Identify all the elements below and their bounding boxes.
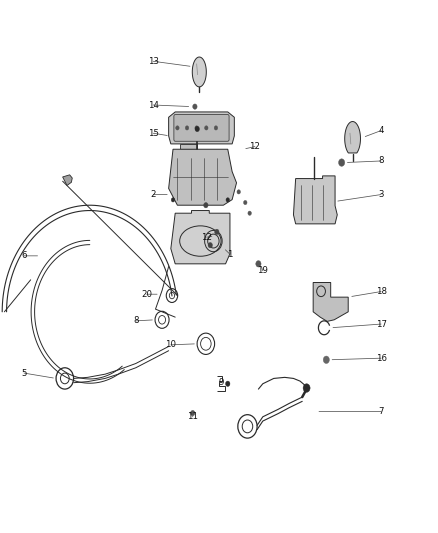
Polygon shape xyxy=(169,149,237,205)
Text: 7: 7 xyxy=(378,407,384,416)
Circle shape xyxy=(205,126,208,130)
Circle shape xyxy=(171,198,175,202)
Text: 12: 12 xyxy=(249,142,261,151)
Circle shape xyxy=(323,356,329,364)
Polygon shape xyxy=(345,122,360,153)
Text: 11: 11 xyxy=(187,413,198,421)
Polygon shape xyxy=(293,176,337,224)
Circle shape xyxy=(191,410,195,416)
Text: 9: 9 xyxy=(219,378,224,387)
Circle shape xyxy=(195,126,198,130)
Text: 12: 12 xyxy=(201,233,212,241)
Text: 3: 3 xyxy=(378,190,384,199)
Polygon shape xyxy=(169,112,234,144)
Circle shape xyxy=(237,190,240,194)
Text: 8: 8 xyxy=(133,317,138,325)
Circle shape xyxy=(215,229,219,235)
Circle shape xyxy=(214,126,218,130)
Polygon shape xyxy=(171,211,230,264)
Text: 18: 18 xyxy=(375,287,387,296)
Circle shape xyxy=(303,384,310,392)
Text: 14: 14 xyxy=(148,101,159,109)
Circle shape xyxy=(226,381,230,386)
Text: 2: 2 xyxy=(151,190,156,199)
Circle shape xyxy=(244,200,247,205)
Text: 13: 13 xyxy=(148,57,159,66)
Circle shape xyxy=(208,243,212,248)
FancyBboxPatch shape xyxy=(174,115,229,141)
Circle shape xyxy=(248,211,251,215)
Circle shape xyxy=(195,126,199,132)
Text: 20: 20 xyxy=(141,290,152,298)
Text: 10: 10 xyxy=(165,341,177,349)
Circle shape xyxy=(185,126,189,130)
Text: 4: 4 xyxy=(378,126,384,135)
Text: 15: 15 xyxy=(148,129,159,138)
Text: 5: 5 xyxy=(21,369,27,377)
Circle shape xyxy=(204,203,208,208)
Circle shape xyxy=(256,261,261,267)
Polygon shape xyxy=(313,282,348,321)
Text: 19: 19 xyxy=(258,266,268,275)
Polygon shape xyxy=(180,144,197,149)
Text: 1: 1 xyxy=(227,250,233,259)
Polygon shape xyxy=(192,57,206,87)
Text: 17: 17 xyxy=(375,320,387,328)
Text: 16: 16 xyxy=(375,354,387,362)
Circle shape xyxy=(193,104,197,109)
Circle shape xyxy=(176,126,179,130)
Text: 8: 8 xyxy=(378,157,384,165)
Circle shape xyxy=(226,198,230,202)
Text: 6: 6 xyxy=(21,252,27,260)
Circle shape xyxy=(339,159,345,166)
Polygon shape xyxy=(63,175,72,185)
